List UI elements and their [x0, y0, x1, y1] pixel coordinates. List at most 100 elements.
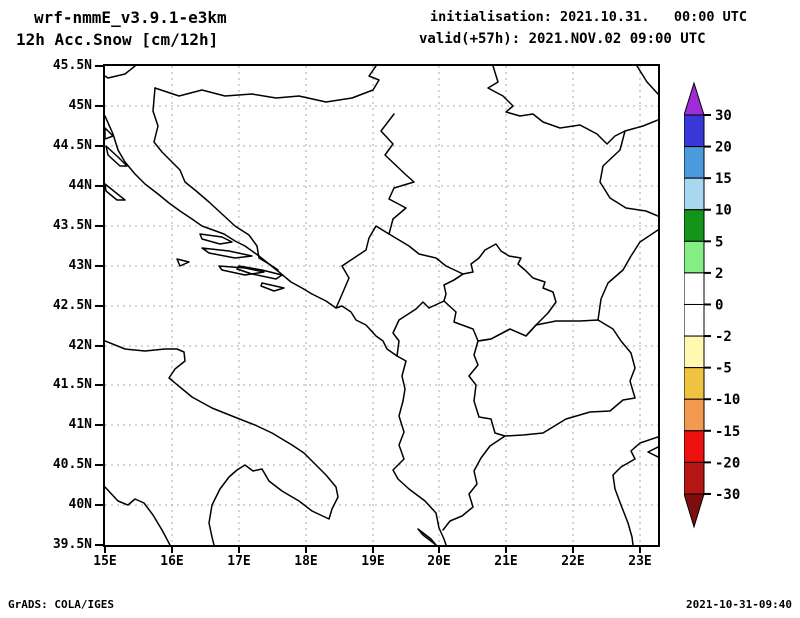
lat-tick-label: 41.5N: [52, 377, 92, 392]
map-line-kosovo-border-loop: [443, 243, 557, 342]
lon-tick-label: 20E: [427, 554, 451, 569]
colorbar-segment: [684, 430, 705, 463]
lon-tick-label: 21E: [494, 554, 518, 569]
map-line-border-drina-serbia: [380, 113, 464, 286]
lat-tick: [95, 225, 103, 227]
lat-tick: [95, 265, 103, 267]
lat-tick-label: 41N: [68, 417, 92, 432]
lat-tick: [95, 424, 103, 426]
lon-tick: [305, 545, 307, 553]
lat-tick: [95, 185, 103, 187]
lon-tick-label: 16E: [160, 554, 184, 569]
colorbar-segment: [684, 177, 705, 211]
lon-tick: [372, 545, 374, 553]
colorbar-segment: [684, 240, 705, 274]
map-line-island-pag: [105, 145, 128, 167]
lat-tick: [95, 345, 103, 347]
lat-tick-label: 43N: [68, 258, 92, 273]
colorbar-segment: [684, 272, 705, 305]
lat-tick-label: 44N: [68, 178, 92, 193]
colorbar-segment: [684, 398, 705, 432]
colorbar-value-label: 10: [715, 203, 732, 219]
map-line-border-topright-fragment: [636, 66, 658, 95]
lat-tick-label: 45.5N: [52, 58, 92, 73]
lon-tick-label: 15E: [93, 554, 117, 569]
map-line-border-albania-greece: [442, 435, 506, 531]
lon-tick: [238, 545, 240, 553]
lat-tick: [95, 384, 103, 386]
colorbar-value-label: 30: [715, 108, 732, 124]
map-frame: [103, 64, 660, 547]
colorbar-segment: [684, 114, 705, 148]
colorbar-value-label: 5: [715, 234, 723, 250]
colorbar-value-label: -15: [715, 424, 740, 440]
colorbar-segment: [684, 146, 705, 179]
valid-time-label: valid(+57h): 2021.NOV.02 09:00 UTC: [419, 31, 706, 47]
map-svg: [105, 66, 658, 545]
lon-tick-label: 22E: [561, 554, 585, 569]
lon-tick-label: 19E: [361, 554, 385, 569]
grads-credit-label: GrADS: COLA/IGES: [8, 598, 114, 611]
lat-tick: [95, 504, 103, 506]
creation-timestamp: 2021-10-31-09:40: [686, 598, 792, 611]
map-line-border-montenegro-albania: [392, 300, 445, 357]
map-line-coast-topleft-fragment: [105, 66, 136, 79]
map-line-coast-adriatic-east: [105, 115, 447, 545]
lat-tick: [95, 105, 103, 107]
colorbar-segment: [684, 335, 705, 369]
colorbar-segment: [684, 209, 705, 242]
lat-tick-label: 40N: [68, 497, 92, 512]
lat-tick: [95, 305, 103, 307]
colorbar-value-label: 20: [715, 140, 732, 156]
lon-tick: [639, 545, 641, 553]
map-line-island-vis: [176, 258, 190, 267]
title-model: wrf-nmmE_v3.9.1-e3km: [34, 8, 227, 27]
map-line-macedonia-border-loop: [468, 319, 636, 437]
lat-tick-label: 42.5N: [52, 298, 92, 313]
map-line-border-bulgaria-south: [597, 229, 658, 321]
lon-tick: [438, 545, 440, 553]
colorbar-segment: [684, 461, 705, 495]
map-line-peninsula-peljesac: [236, 265, 283, 280]
colorbar-value-label: -30: [715, 487, 740, 503]
map-line-coast-italy-tyrrhenian: [105, 486, 171, 545]
map-line-border-danube-east-branch: [624, 119, 658, 132]
lat-tick-label: 45N: [68, 98, 92, 113]
map-line-island-dugi-otok: [105, 183, 126, 201]
colorbar-value-label: -10: [715, 392, 740, 408]
lon-tick: [104, 545, 106, 553]
map-line-coast-italy-adriatic: [105, 340, 339, 545]
map-line-island-rab: [105, 127, 114, 140]
lon-tick-label: 17E: [227, 554, 251, 569]
lat-tick: [95, 544, 103, 546]
init-time-label: initialisation: 2021.10.31. 00:00 UTC: [430, 9, 747, 25]
lat-tick: [95, 65, 103, 67]
map-line-island-korcula: [218, 265, 265, 276]
lat-tick: [95, 145, 103, 147]
lat-tick-label: 44.5N: [52, 138, 92, 153]
colorbar-value-label: -2: [715, 329, 732, 345]
colorbar-value-label: 2: [715, 266, 723, 282]
lat-tick-label: 42N: [68, 338, 92, 353]
colorbar-segment: [684, 303, 705, 337]
lon-tick: [505, 545, 507, 553]
colorbar-value-label: -5: [715, 361, 732, 377]
lon-tick: [171, 545, 173, 553]
map-line-border-sava: [154, 66, 380, 103]
colorbar-segment: [684, 367, 705, 400]
colorbar-value-label: 0: [715, 297, 723, 313]
colorbar-value-label: -20: [715, 455, 740, 471]
colorbar-arrow-top: [684, 81, 705, 116]
map-line-coast-chalkidiki-fragment: [647, 446, 658, 458]
map-line-border-serbia-romania-bulgaria: [487, 66, 658, 217]
lon-tick: [572, 545, 574, 553]
colorbar-value-label: 15: [715, 171, 732, 187]
map-line-border-bosnia-montenegro: [335, 225, 390, 309]
title-product: 12h Acc.Snow [cm/12h]: [16, 30, 219, 49]
lat-tick-label: 40.5N: [52, 457, 92, 472]
lat-tick: [95, 464, 103, 466]
colorbar-arrow-bottom: [684, 493, 705, 529]
map-line-island-brac: [199, 233, 233, 245]
